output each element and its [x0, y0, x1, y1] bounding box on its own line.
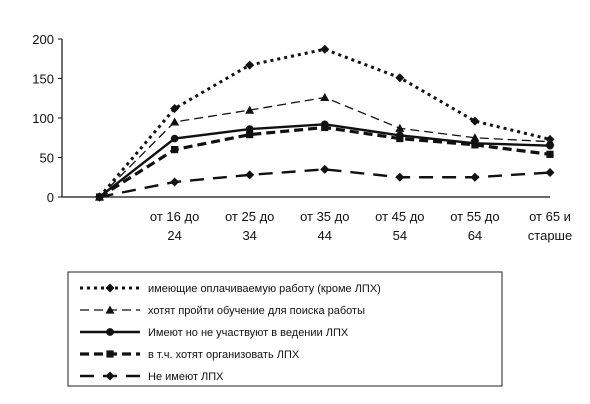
x-tick-label: от 16 до: [150, 209, 199, 224]
legend-box: [67, 271, 503, 387]
data-point: [396, 134, 404, 143]
data-point: [95, 192, 105, 202]
x-tick-label: от 55 до: [450, 209, 499, 224]
y-tick-label: 100: [32, 111, 54, 126]
data-point: [470, 116, 480, 126]
data-point: [245, 170, 255, 180]
data-point: [321, 123, 329, 132]
data-point: [170, 177, 180, 187]
series-5: [95, 164, 555, 202]
series-4: [95, 123, 554, 201]
legend-entry: Не имеют ЛПХ: [80, 371, 224, 383]
x-tick-label: от 25 до: [225, 209, 274, 224]
data-point: [395, 123, 405, 132]
y-tick-label: 50: [40, 151, 54, 166]
legend-label: хотят пройти обучение для поиска работы: [148, 305, 365, 317]
data-point: [471, 141, 479, 149]
y-tick-label: 200: [32, 32, 54, 47]
legend-marker: [105, 305, 115, 314]
x-tick-label: от 65 и: [529, 209, 571, 224]
legend: имеющие оплачиваемую работу (кроме ЛПХ) х…: [67, 271, 503, 387]
x-ticks: от 16 до 24 от 25 до 34 от 35 до 44 от 45 до 54…: [150, 209, 572, 243]
x-tick-label: 24: [167, 228, 181, 243]
legend-label: имеющие оплачиваемую работу (кроме ЛПХ): [148, 283, 381, 295]
legend-marker: [105, 283, 115, 293]
y-ticks: 0 50 100 150 200: [32, 32, 62, 205]
data-point: [470, 172, 480, 182]
legend-label: Не имеют ЛПХ: [148, 371, 224, 383]
x-tick-label: 64: [468, 228, 482, 243]
legend-marker: [106, 328, 114, 336]
data-point: [395, 73, 405, 83]
y-tick-label: 150: [32, 72, 54, 87]
data-point: [546, 150, 554, 158]
data-point: [545, 168, 555, 178]
legend-marker: [106, 350, 114, 358]
legend-label: Имеют но не участвуют в ведении ЛПХ: [148, 327, 349, 339]
x-tick-label: 54: [393, 228, 407, 243]
legend-marker: [105, 371, 115, 381]
legend-entry: хотят пройти обучение для поиска работы: [80, 305, 365, 317]
y-axis: 0 50 100 150 200: [32, 32, 63, 205]
data-point: [245, 60, 255, 70]
x-tick-label: 34: [242, 228, 256, 243]
data-point: [470, 133, 480, 142]
legend-entry: имеющие оплачиваемую работу (кроме ЛПХ): [80, 283, 381, 295]
x-axis: от 16 до 24 от 25 до 34 от 35 до 44 от 45 до 54…: [62, 196, 572, 243]
data-point: [170, 117, 180, 126]
series-line: [98, 123, 551, 198]
data-point: [170, 104, 180, 114]
data-point: [320, 44, 330, 54]
data-point: [171, 146, 179, 154]
data-point: [170, 134, 179, 143]
x-tick-label: 44: [318, 228, 332, 243]
x-tick-label: старше: [528, 228, 572, 243]
data-point: [320, 164, 330, 174]
legend-entry: Имеют но не участвуют в ведении ЛПХ: [80, 327, 349, 339]
series-layer: [95, 44, 555, 202]
data-point: [246, 130, 254, 139]
legend-entry: в т.ч. хотят организовать ЛПХ: [80, 349, 300, 361]
data-point: [320, 92, 330, 102]
legend-items: имеющие оплачиваемую работу (кроме ЛПХ) х…: [80, 283, 381, 383]
x-tick-label: от 45 до: [375, 209, 424, 224]
data-point: [245, 125, 254, 133]
legend-label: в т.ч. хотят организовать ЛПХ: [148, 349, 300, 361]
data-point: [245, 105, 255, 114]
y-tick-label: 0: [47, 190, 54, 205]
x-tick-label: от 35 до: [300, 209, 349, 224]
data-point: [395, 172, 405, 182]
data-point: [546, 141, 554, 150]
